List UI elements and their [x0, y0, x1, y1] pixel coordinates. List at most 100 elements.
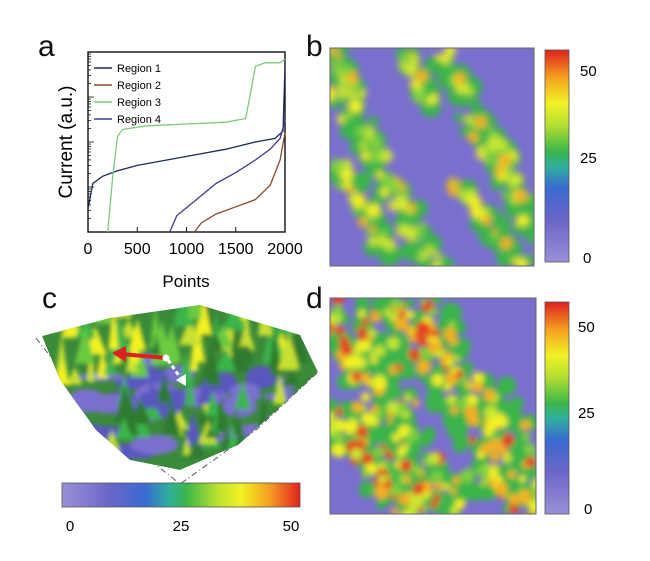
surface-peak [290, 312, 306, 360]
heat-blob [488, 469, 498, 480]
heat-blob [446, 394, 457, 405]
surface-peak [108, 305, 119, 349]
heat-blob [352, 356, 363, 367]
heat-blob [330, 412, 335, 422]
chart-a-ylabel: Current (a.u.) [56, 86, 77, 199]
heat-blob [418, 252, 427, 261]
surface-valley [245, 365, 277, 389]
heat-blob [362, 204, 369, 211]
surface-peak [63, 305, 85, 319]
heat-blob [383, 308, 392, 316]
heat-blob [376, 171, 384, 179]
surface-peak [252, 429, 262, 453]
colorbar-c-tick-25: 25 [173, 518, 190, 535]
heat-blob [474, 115, 487, 129]
heat-blob [368, 135, 382, 150]
heat-blob [400, 459, 412, 472]
heat-blob [422, 481, 434, 493]
heat-blob-base [466, 483, 485, 502]
heat-blob [387, 418, 393, 424]
heat-blob-base [509, 438, 528, 457]
surface-peak [215, 394, 227, 432]
surface-peak [235, 329, 254, 364]
heat-blob [370, 356, 378, 364]
heat-blob [435, 53, 443, 61]
heat-blob [365, 228, 373, 236]
heat-blob [404, 393, 412, 402]
heat-blob [361, 412, 375, 426]
surface-peak [195, 305, 212, 335]
chart-a-series-group [87, 58, 286, 233]
heat-blob-base [463, 361, 474, 373]
heat-blob [391, 184, 401, 194]
heat-blob [357, 217, 368, 228]
surface-c-relief [48, 305, 314, 464]
heat-blob-base [358, 298, 370, 307]
heat-blob [406, 431, 418, 443]
chart-a-xticks: 0 500 1000 1500 2000 [84, 227, 303, 258]
surface-peak [205, 390, 220, 416]
heat-blob-base [512, 396, 525, 409]
heat-blob-base [490, 180, 501, 191]
heat-blob [373, 446, 385, 458]
heat-blob [392, 298, 403, 310]
surface-peak [281, 365, 301, 387]
heat-blob [356, 126, 367, 138]
surface-peak [273, 373, 287, 405]
heat-blob [359, 339, 372, 352]
surface-peak [49, 305, 64, 331]
colorbar-d [544, 301, 570, 515]
red-arrow-head [112, 346, 126, 362]
panel-d-letter: d [306, 282, 323, 315]
heat-blob [518, 475, 526, 483]
heat-blob-base [459, 126, 470, 137]
heat-blob [480, 442, 492, 455]
heat-blob [464, 382, 471, 388]
heat-blob [419, 298, 426, 305]
heat-blob [360, 372, 371, 384]
heat-blob [398, 310, 407, 319]
heat-blob [403, 476, 411, 484]
heat-blob-base [349, 172, 371, 194]
heat-blob [339, 159, 353, 173]
heat-blob [428, 94, 439, 104]
heat-blob [348, 99, 363, 113]
surface-peak [129, 398, 152, 425]
colorbar-b [544, 49, 570, 263]
colorbar-b-tick-50: 50 [580, 63, 597, 80]
heat-blob [468, 132, 479, 143]
heat-blob-base [417, 431, 434, 447]
heat-blob [335, 53, 342, 59]
surface-peak [103, 353, 118, 375]
heat-blob [374, 485, 389, 500]
heat-blob-base [408, 212, 419, 223]
heat-blob [357, 326, 367, 336]
heat-blob [388, 365, 398, 375]
heat-blob [391, 433, 401, 442]
heat-blob [449, 336, 458, 346]
heat-blob [483, 389, 496, 402]
heat-blob [508, 504, 519, 514]
heat-blob [454, 498, 465, 510]
heat-blob [330, 88, 336, 102]
series-line-3 [107, 58, 286, 233]
heat-blob [498, 154, 511, 168]
heat-blob [427, 336, 434, 342]
heat-blob [519, 490, 532, 503]
heat-blob-base [452, 437, 468, 453]
heatmap-b-blobs [330, 48, 534, 266]
heat-blob [361, 404, 368, 411]
surface-peak [182, 436, 192, 455]
heat-blob [490, 451, 500, 462]
heat-blob [525, 457, 536, 468]
surface-valley [130, 434, 179, 455]
surface-peak [178, 318, 202, 346]
heat-blob [528, 500, 536, 514]
heat-blob [407, 208, 413, 214]
heatmap-d-blobs [330, 298, 536, 514]
heat-blob-base [430, 298, 443, 304]
surface-peak [128, 318, 147, 351]
heat-blob [460, 468, 475, 483]
heat-blob [356, 425, 368, 438]
x-tick-label: 1500 [218, 241, 254, 258]
